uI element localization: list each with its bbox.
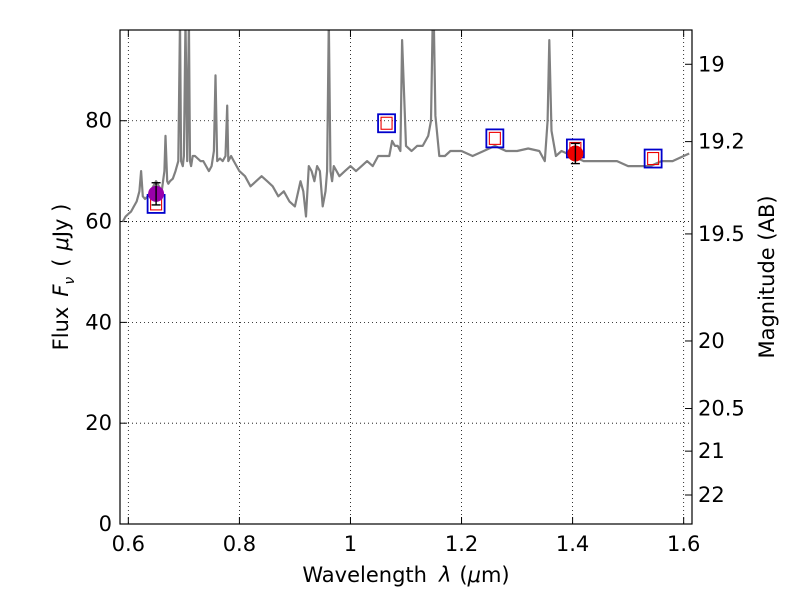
magnitude-tick-label: 20.5 xyxy=(698,397,745,421)
plot-area xyxy=(121,30,690,223)
y-axis-label: FluxFν(μJy ) xyxy=(49,204,78,351)
y-tick-label: 0 xyxy=(99,512,112,536)
x-tick-label: 1.4 xyxy=(556,532,589,556)
magnitude-tick-label: 22 xyxy=(698,483,725,507)
synthetic-box-outer xyxy=(643,148,663,169)
x-axis-ticks: 0.6 0.8 1 1.2 1.4 1.6 xyxy=(112,30,700,556)
synthetic-photometry-markers xyxy=(146,113,663,214)
y-tick-label: 80 xyxy=(85,109,112,133)
plot-frame xyxy=(119,29,693,525)
synthetic-box-inner xyxy=(380,116,393,130)
magnitude-tick-label: 21 xyxy=(698,439,725,463)
magnitude-tick-label: 19.5 xyxy=(698,222,745,246)
x-tick-label: 1.6 xyxy=(667,532,700,556)
magnitude-axis-ticks: 19 19.2 19.5 20 20.5 21 22 xyxy=(685,52,745,507)
x-axis-label: Wavelength λ (μm) xyxy=(302,563,509,587)
synthetic-box-outer xyxy=(485,128,505,149)
synthetic-box-inner xyxy=(647,151,660,166)
y-tick-label: 40 xyxy=(85,310,112,334)
x-tick-label: 0.6 xyxy=(112,532,145,556)
magnitude-axis-label: Magnitude (AB) xyxy=(755,195,779,358)
grid-lines xyxy=(120,30,692,524)
measured-points xyxy=(148,142,584,206)
y-tick-label: 20 xyxy=(85,411,112,435)
y-tick-label: 60 xyxy=(85,210,112,234)
magnitude-tick-label: 19 xyxy=(698,52,725,76)
magnitude-tick-label: 20 xyxy=(698,329,725,353)
x-tick-label: 1.2 xyxy=(445,532,478,556)
synthetic-box-inner xyxy=(488,131,501,145)
x-tick-label: 0.8 xyxy=(223,532,256,556)
synthetic-box-outer xyxy=(377,113,396,134)
y-axis-ticks: 0 20 40 60 80 xyxy=(85,109,127,536)
magnitude-tick-label: 19.2 xyxy=(698,130,745,154)
x-tick-label: 1 xyxy=(344,532,357,556)
